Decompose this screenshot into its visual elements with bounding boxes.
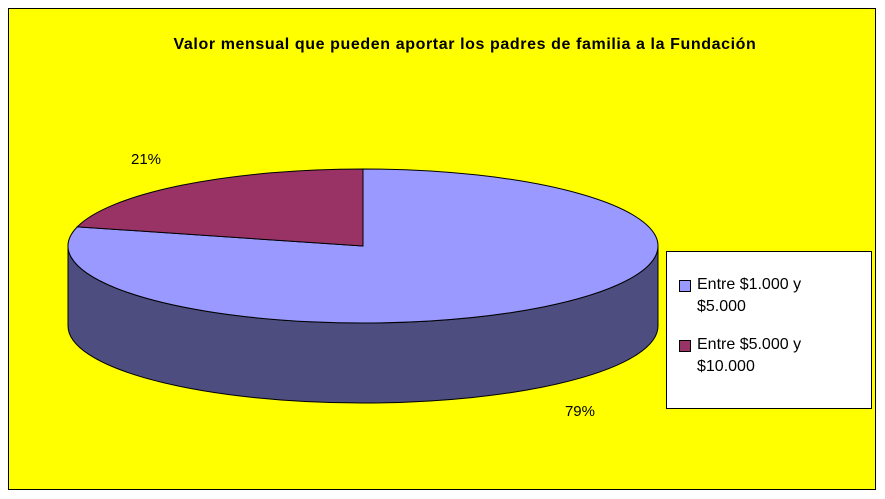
legend-label: Entre $5.000 y $10.000 — [697, 336, 802, 375]
data-label: 21% — [131, 151, 161, 168]
data-label: 79% — [565, 403, 595, 420]
legend-label: Entre $1.000 y $5.000 — [697, 276, 802, 315]
legend-entry: Entre $5.000 y $10.000 — [679, 334, 861, 378]
legend-entry: Entre $1.000 y $5.000 — [679, 274, 861, 318]
chart: 79% 21% — [67, 151, 659, 420]
legend-swatch — [679, 340, 691, 352]
pie-slice — [76, 168, 364, 247]
legend-swatch — [679, 280, 691, 292]
chart-area: 79% 21% Valor mensual que pueden aportar … — [8, 8, 876, 490]
chart-title: Valor mensual que pueden aportar los pad… — [173, 36, 757, 53]
legend: Entre $1.000 y $5.000 Entre $5.000 y $10.… — [666, 251, 872, 409]
pie-slice — [67, 168, 659, 324]
